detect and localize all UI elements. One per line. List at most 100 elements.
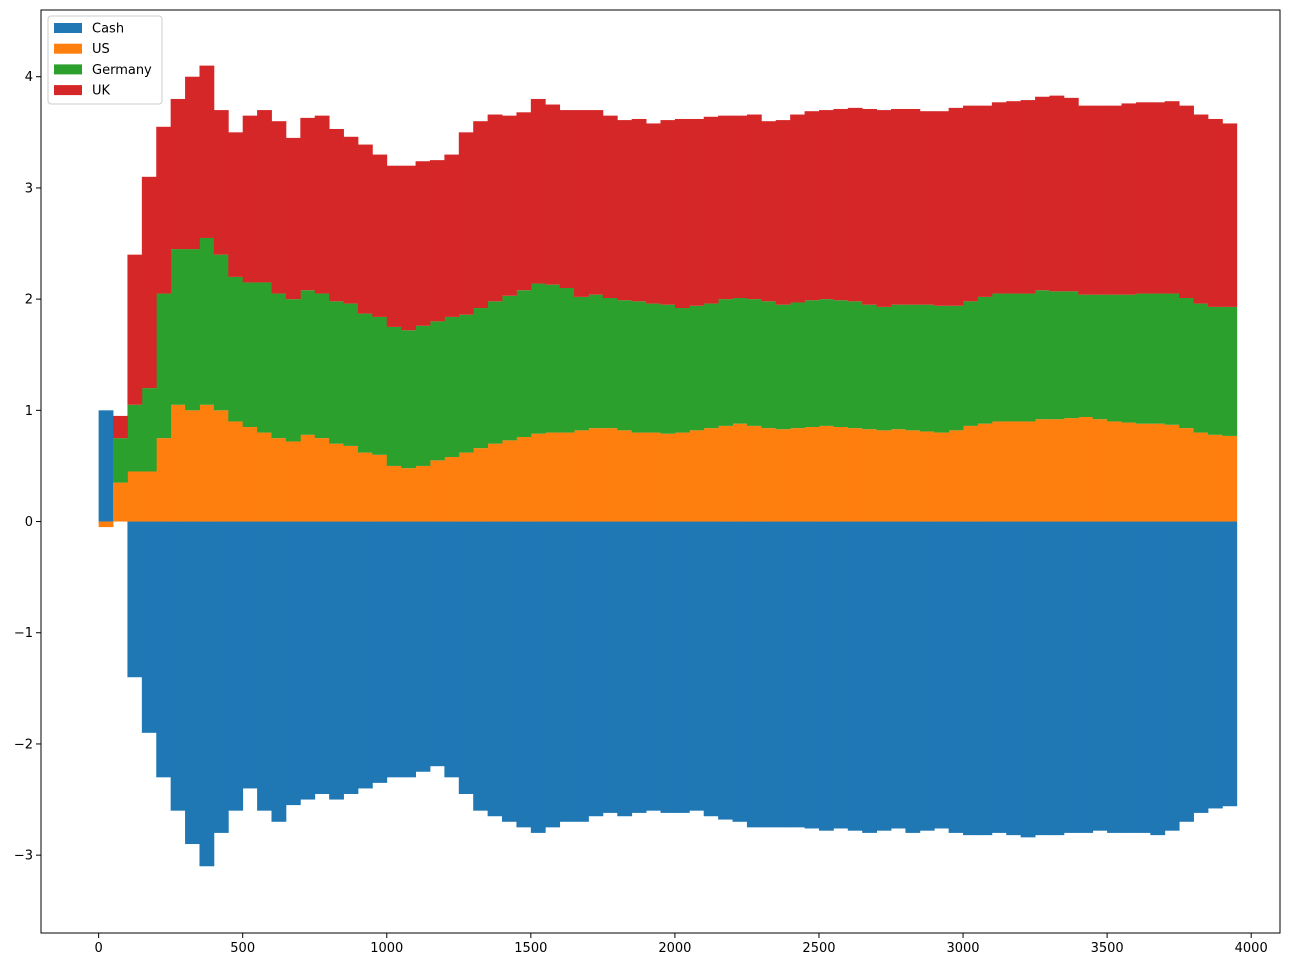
bar-us bbox=[948, 430, 964, 522]
bar-germany bbox=[732, 298, 748, 424]
bar-us bbox=[905, 430, 921, 522]
bar-cash bbox=[530, 521, 546, 833]
x-tick-label: 4000 bbox=[1235, 941, 1268, 956]
bar-cash bbox=[833, 521, 849, 829]
series-germany bbox=[113, 237, 1238, 483]
legend-swatch-us bbox=[54, 43, 82, 54]
bar-uk bbox=[386, 165, 402, 327]
bar-cash bbox=[141, 521, 157, 733]
bar-cash bbox=[545, 521, 561, 828]
y-tick-label: 4 bbox=[25, 70, 33, 85]
bar-us bbox=[919, 431, 935, 522]
bar-uk bbox=[761, 121, 777, 302]
bar-uk bbox=[818, 110, 834, 300]
bar-cash bbox=[991, 521, 1007, 833]
bar-cash bbox=[1135, 521, 1151, 833]
bar-us bbox=[1063, 418, 1079, 522]
bar-us bbox=[790, 428, 805, 522]
bar-uk bbox=[977, 105, 993, 297]
bar-germany bbox=[804, 300, 820, 428]
bar-uk bbox=[415, 161, 431, 326]
x-tick-label: 1500 bbox=[514, 941, 547, 956]
bar-germany bbox=[905, 304, 921, 431]
x-tick-label: 2000 bbox=[658, 941, 691, 956]
bar-us bbox=[530, 433, 546, 522]
bar-cash bbox=[732, 521, 748, 822]
bar-cash bbox=[127, 521, 143, 678]
bar-us bbox=[703, 428, 719, 522]
bar-us bbox=[1078, 417, 1094, 522]
bar-us bbox=[617, 430, 633, 522]
bar-uk bbox=[329, 128, 344, 302]
bar-cash bbox=[1049, 521, 1065, 836]
legend-label-germany: Germany bbox=[92, 63, 152, 78]
bar-us bbox=[891, 429, 906, 522]
bar-germany bbox=[170, 249, 186, 405]
bar-uk bbox=[1078, 105, 1094, 295]
bar-us bbox=[357, 452, 373, 522]
bar-us bbox=[487, 443, 503, 522]
bar-us bbox=[588, 428, 604, 522]
bar-uk bbox=[876, 110, 892, 307]
y-tick-label: 1 bbox=[25, 404, 33, 419]
bar-cash bbox=[919, 521, 935, 831]
bar-germany bbox=[487, 301, 503, 444]
bar-cash bbox=[775, 521, 791, 828]
bar-cash bbox=[199, 521, 215, 867]
legend-label-us: US bbox=[92, 42, 110, 57]
bar-germany bbox=[1222, 306, 1238, 436]
bar-germany bbox=[559, 288, 575, 433]
bar-germany bbox=[818, 299, 834, 426]
bar-germany bbox=[1020, 293, 1036, 422]
bar-us bbox=[1035, 419, 1050, 522]
bar-cash bbox=[891, 521, 906, 829]
bar-cash bbox=[329, 521, 344, 800]
bar-uk bbox=[343, 136, 359, 304]
bar-germany bbox=[1006, 293, 1022, 422]
bar-cash bbox=[1035, 521, 1050, 836]
bar-germany bbox=[545, 284, 561, 433]
bar-uk bbox=[703, 116, 719, 304]
bar-us bbox=[228, 421, 244, 522]
bar-cash bbox=[818, 521, 834, 831]
bar-cash bbox=[847, 521, 863, 831]
bar-cash bbox=[761, 521, 777, 828]
bar-germany bbox=[285, 299, 301, 442]
bar-cash bbox=[372, 521, 388, 783]
x-tick-label: 500 bbox=[230, 941, 255, 956]
bar-germany bbox=[113, 438, 128, 483]
bar-uk bbox=[660, 120, 676, 305]
bar-us bbox=[602, 428, 618, 522]
bar-uk bbox=[487, 114, 503, 302]
bar-uk bbox=[1006, 101, 1022, 294]
bar-us bbox=[833, 427, 849, 522]
bar-us bbox=[314, 438, 330, 522]
bar-cash bbox=[790, 521, 805, 828]
legend-swatch-germany bbox=[54, 64, 82, 75]
bar-us bbox=[199, 404, 215, 522]
x-tick-label: 1000 bbox=[370, 941, 403, 956]
bar-uk bbox=[1179, 105, 1194, 299]
bar-uk bbox=[1121, 103, 1137, 295]
bar-germany bbox=[300, 290, 316, 435]
bar-us bbox=[775, 429, 791, 522]
bar-cash bbox=[502, 521, 517, 822]
bar-germany bbox=[257, 282, 272, 433]
bar-us bbox=[545, 432, 561, 522]
bar-germany bbox=[271, 293, 287, 439]
chart-bars bbox=[98, 65, 1238, 867]
bar-uk bbox=[1035, 96, 1050, 291]
y-tick-label: 0 bbox=[25, 515, 33, 530]
bar-uk bbox=[934, 111, 950, 306]
legend-swatch-uk bbox=[54, 85, 82, 96]
bar-us bbox=[329, 443, 344, 522]
bar-uk bbox=[242, 115, 258, 283]
bar-cash bbox=[977, 521, 993, 836]
bar-cash bbox=[617, 521, 633, 817]
bar-cash bbox=[862, 521, 878, 833]
axes-frame bbox=[40, 9, 1281, 934]
bar-us bbox=[876, 430, 892, 522]
bar-cash bbox=[588, 521, 604, 817]
bar-uk bbox=[127, 254, 143, 405]
bar-us bbox=[991, 421, 1007, 522]
